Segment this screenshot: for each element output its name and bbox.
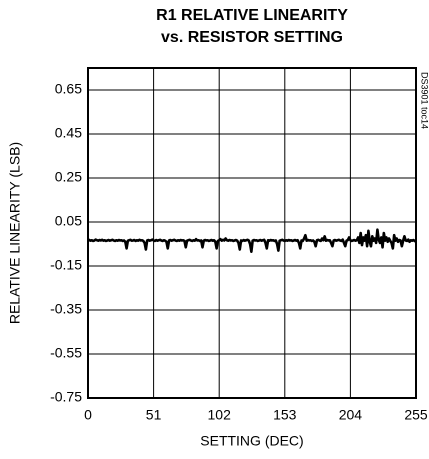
chart-subtitle: vs. RESISTOR SETTING (161, 29, 343, 46)
y-tick-label: 0.65 (55, 81, 82, 97)
y-tick-label: -0.75 (50, 389, 82, 405)
y-tick-label: 0.45 (55, 125, 82, 141)
y-tick-label: -0.15 (50, 257, 82, 273)
chart-title: R1 RELATIVE LINEARITY (156, 7, 348, 24)
data-line (87, 228, 417, 253)
side-note: DS3901 toc14 (420, 72, 429, 129)
y-tick-label: -0.55 (50, 345, 82, 361)
plot-frame (87, 67, 417, 399)
x-tick-label: 102 (208, 407, 232, 423)
x-tick-label: 204 (339, 407, 363, 423)
y-tick-label: 0.05 (55, 213, 82, 229)
y-tick-label: 0.25 (55, 169, 82, 185)
x-axis-label: SETTING (DEC) (200, 433, 303, 449)
x-tick-label: 51 (146, 407, 162, 423)
x-tick-label: 255 (404, 407, 428, 423)
x-tick-label: 0 (84, 407, 92, 423)
y-axis-label: RELATIVE LINEARITY (LSB) (7, 142, 23, 324)
y-tick-label: -0.35 (50, 301, 82, 317)
x-tick-label: 153 (273, 407, 297, 423)
